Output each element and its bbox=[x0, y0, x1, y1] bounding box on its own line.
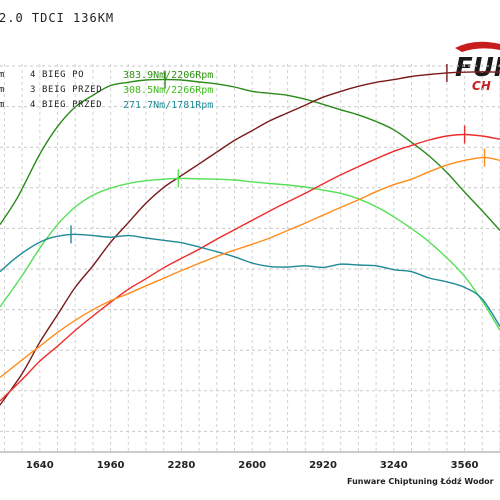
legend-entry-3: m 4 BIEG PRZED 271.7Nm/1781Rpm bbox=[0, 100, 213, 111]
legend-entry-1: m 4 BIEG PO 383.9Nm/2206Rpm bbox=[0, 70, 213, 81]
legend-suffix-2: m bbox=[0, 85, 5, 95]
legend-entry-2: m 3 BEIG PRZED 308.5Nm/2266Rpm bbox=[0, 85, 213, 96]
logo-word-2: CH bbox=[472, 79, 491, 93]
legend-value-1: 383.9Nm/2206Rpm bbox=[123, 70, 213, 81]
x-tick-label: 1960 bbox=[97, 460, 125, 471]
legend-suffix-3: m bbox=[0, 100, 5, 110]
chart-title: 2.0 TDCI 136KM bbox=[0, 11, 114, 25]
legend-label-2: 3 BEIG PRZED bbox=[30, 85, 102, 95]
x-tick-label: 2600 bbox=[238, 460, 266, 471]
series-line-3 bbox=[0, 177, 500, 331]
series-lines bbox=[0, 63, 500, 406]
series-line-1 bbox=[0, 78, 500, 231]
series-line-6 bbox=[0, 156, 500, 379]
plot-grid bbox=[0, 64, 500, 453]
legend-label-3: 4 BIEG PRZED bbox=[30, 100, 102, 110]
legend-suffix-1: m bbox=[0, 70, 5, 80]
footer-credit: Funware Chiptuning Łódź Wodor bbox=[347, 476, 494, 486]
legend-value-3: 271.7Nm/1781Rpm bbox=[123, 100, 213, 111]
x-tick-label: 3240 bbox=[380, 460, 408, 471]
logo-word-1: FUN bbox=[455, 53, 500, 83]
x-tick-label: 1640 bbox=[26, 460, 54, 471]
x-axis-ticks: 1640 1960 2280 2600 2920 3240 3560 bbox=[26, 460, 479, 471]
legend-value-2: 308.5Nm/2266Rpm bbox=[123, 85, 213, 96]
series-line-2 bbox=[0, 71, 500, 406]
x-tick-label: 2920 bbox=[309, 460, 337, 471]
legend-label-1: 4 BIEG PO bbox=[30, 70, 84, 80]
legend: m 4 BIEG PO 383.9Nm/2206Rpm m 3 BEIG PRZ… bbox=[0, 70, 213, 111]
series-line-4 bbox=[0, 133, 500, 402]
x-tick-label: 3560 bbox=[451, 460, 479, 471]
x-tick-label: 2280 bbox=[167, 460, 195, 471]
brand-logo: FUN CH bbox=[455, 41, 500, 93]
